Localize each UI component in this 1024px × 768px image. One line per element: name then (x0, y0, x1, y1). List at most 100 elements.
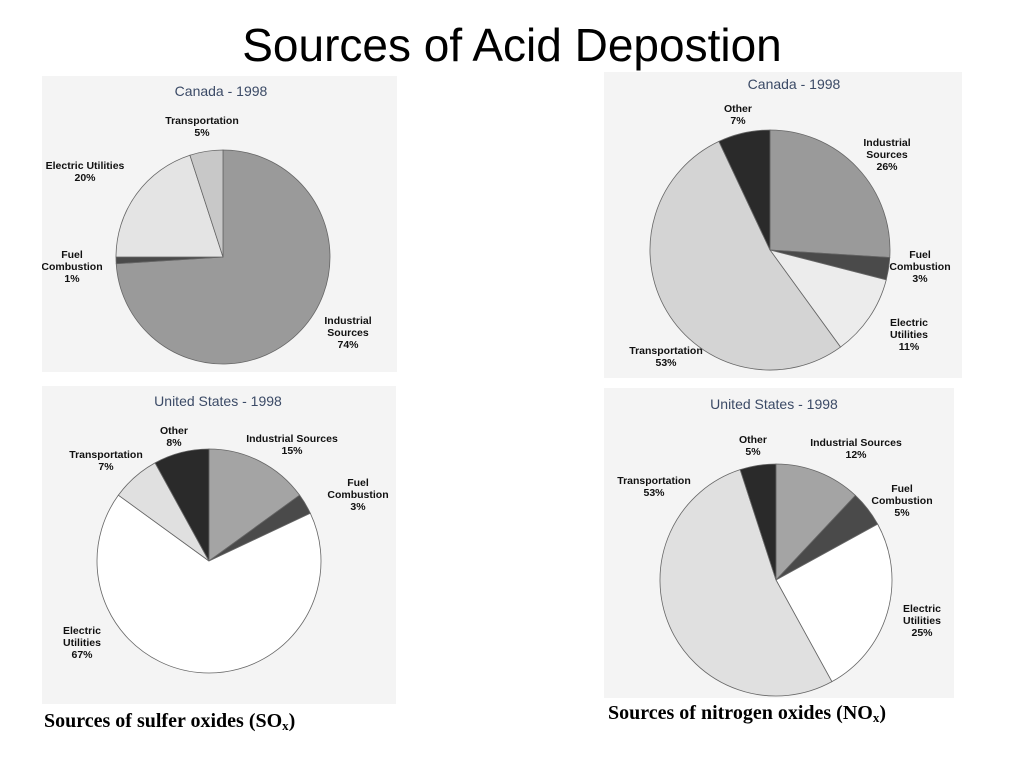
slice-label-other: Other 5% (739, 434, 767, 458)
slice-label-line: Fuel (61, 249, 83, 261)
chart-title: United States - 1998 (710, 396, 838, 412)
slice-label-line: Utilities (903, 615, 941, 627)
slice-label-transportation: Transportation 53% (629, 345, 703, 369)
slice-label-line: 5% (894, 507, 910, 519)
pie-slice-industrial-sources (775, 463, 856, 582)
slice-label-line: 11% (899, 341, 920, 353)
slice-label-line: Electric (903, 603, 941, 615)
caption-sulfur-oxides: Sources of sulfer oxides (SOx) (44, 710, 295, 734)
slice-label-line: Combustion (889, 261, 950, 273)
slice-label-line: 5% (194, 127, 210, 139)
chart-panel-so2-canada: Canada - 1998 Industrial Sources 74% Fuel Com… (42, 76, 397, 372)
slice-label-fuel-combustion: Fuel Combustion 1% (42, 249, 103, 285)
slice-label-line: 5% (745, 446, 761, 458)
slice-label-line: 1% (64, 273, 80, 285)
caption-sox-close: ) (288, 710, 296, 732)
pie-chart-nox-canada: Canada - 1998 Industrial Sources 26% Fuel Com… (629, 76, 951, 371)
slice-label-line: Fuel (891, 483, 913, 495)
chart-panel-so2-us: United States - 1998 Industrial Sources 15… (42, 386, 396, 704)
slice-label-line: 67% (71, 649, 93, 661)
chart-panel-nox-us: United States - 1998 Industrial Sources 12… (604, 388, 954, 698)
pie-chart-so2-us: United States - 1998 Industrial Sources 15… (63, 393, 389, 674)
pie-slice-other (154, 448, 210, 562)
slice-label-line: 12% (845, 449, 867, 461)
slice-label-transportation: Transportation 5% (165, 115, 239, 139)
caption-nox-text: Sources of nitrogen oxides (NO (608, 702, 873, 724)
slice-label-electric-utilities: Electric Utilities 25% (903, 603, 941, 639)
pie-chart-so2-canada: Canada - 1998 Industrial Sources 74% Fuel Com… (42, 83, 372, 365)
slice-label-line: Combustion (42, 261, 103, 273)
pie-slice-industrial-sources (769, 129, 891, 258)
slice-label-transportation: Transportation 7% (69, 449, 143, 473)
pie-slice-electric-utilities (115, 154, 224, 258)
slice-label-line: Utilities (890, 329, 928, 341)
caption-nox-subscript: x (872, 710, 880, 725)
slice-label-line: Combustion (327, 489, 388, 501)
slice-label-line: Combustion (871, 495, 932, 507)
slice-label-line: Transportation (629, 345, 703, 357)
slice-label-fuel-combustion: Fuel Combustion 3% (327, 477, 388, 513)
pie-slice-electric-utilities (769, 249, 887, 348)
pie-slice-industrial-sources (208, 448, 301, 562)
slice-label-line: 53% (643, 487, 665, 499)
slice-label-line: Electric Utilities (46, 160, 125, 172)
slice-label-industrial-sources: Industrial Sources 15% (246, 433, 338, 457)
slice-label-line: Electric (63, 625, 101, 637)
slice-label-electric-utilities: Electric Utilities 67% (63, 625, 101, 661)
slice-label-industrial-sources: Industrial Sources 12% (810, 437, 902, 461)
slice-label-line: Transportation (69, 449, 143, 461)
slice-label-industrial-sources: Industrial Sources 74% (324, 315, 371, 351)
slice-label-line: 74% (337, 339, 359, 351)
pie-slice-transportation (659, 469, 833, 697)
slice-label-line: 26% (876, 161, 898, 173)
caption-sox-text: Sources of sulfer oxides (SO (44, 710, 283, 732)
caption-nitrogen-oxides: Sources of nitrogen oxides (NOx) (608, 702, 886, 726)
caption-sox-subscript: x (282, 718, 289, 733)
slice-label-line: Industrial Sources (810, 437, 902, 449)
slice-label-line: Other (739, 434, 767, 446)
slice-label-line: 7% (730, 115, 746, 127)
slice-label-line: Transportation (617, 475, 691, 487)
slice-label-line: 20% (74, 172, 96, 184)
slice-label-line: Fuel (909, 249, 931, 261)
slice-label-line: Industrial Sources (246, 433, 338, 445)
slice-label-line: Fuel (347, 477, 369, 489)
slice-label-line: Other (724, 103, 752, 115)
chart-title: United States - 1998 (154, 393, 282, 409)
slice-label-industrial-sources: Industrial Sources 26% (863, 137, 910, 173)
slice-label-line: 3% (912, 273, 928, 285)
chart-title: Canada - 1998 (175, 83, 268, 99)
slice-label-line: Utilities (63, 637, 101, 649)
slice-label-line: 3% (350, 501, 366, 513)
chart-panel-nox-canada: Canada - 1998 Industrial Sources 26% Fuel Com… (604, 72, 962, 378)
slice-label-line: 8% (166, 437, 182, 449)
slice-label-line: Sources (866, 149, 908, 161)
pie-slice-transportation (649, 140, 842, 371)
pie-slice-other (718, 129, 771, 251)
slice-label-fuel-combustion: Fuel Combustion 5% (871, 483, 932, 519)
slice-label-electric-utilities: Electric Utilities 11% (890, 317, 928, 353)
pie-slice-transportation (189, 149, 224, 258)
slice-label-line: 53% (655, 357, 677, 369)
pie-slice-other (739, 463, 777, 581)
slice-label-line: Electric (890, 317, 928, 329)
slice-label-line: Transportation (165, 115, 239, 127)
slice-label-other: Other 7% (724, 103, 752, 127)
slice-label-line: Other (160, 425, 188, 437)
pie-chart-nox-us: United States - 1998 Industrial Sources 12… (617, 396, 941, 697)
slice-label-line: Sources (327, 327, 369, 339)
pie-slice-electric-utilities (775, 523, 893, 683)
slice-label-line: 15% (281, 445, 303, 457)
slice-label-line: 25% (911, 627, 933, 639)
caption-nox-close: ) (879, 702, 886, 724)
slice-label-electric-utilities: Electric Utilities 20% (46, 160, 125, 184)
slice-label-line: Industrial (863, 137, 910, 149)
slice-label-other: Other 8% (160, 425, 188, 449)
slice-label-line: Industrial (324, 315, 371, 327)
slide-title: Sources of Acid Depostion (242, 19, 782, 71)
slice-label-fuel-combustion: Fuel Combustion 3% (889, 249, 950, 285)
slice-label-transportation: Transportation 53% (617, 475, 691, 499)
pie-slice-electric-utilities (96, 494, 322, 674)
chart-title: Canada - 1998 (748, 76, 841, 92)
slice-label-line: 7% (98, 461, 114, 473)
